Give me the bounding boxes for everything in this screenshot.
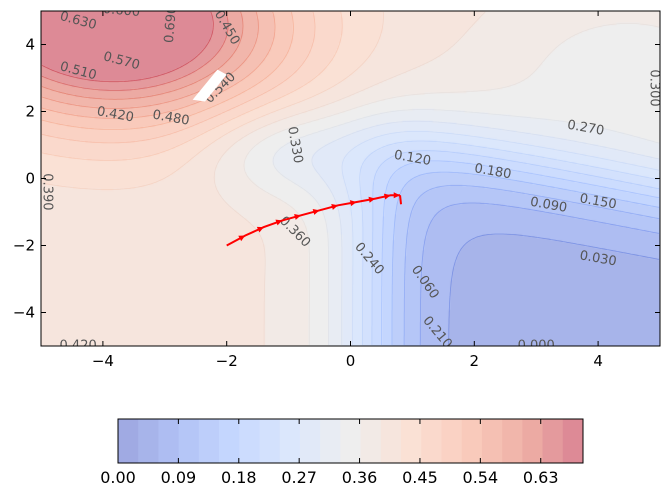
colorbar-level <box>320 419 341 463</box>
colorbar-level <box>178 419 200 463</box>
label-gap <box>192 69 227 102</box>
y-tick-label: −4 <box>13 304 35 322</box>
colorbar-tick-label: 0.27 <box>281 468 317 487</box>
colorbar-level <box>380 419 402 463</box>
contour-line <box>41 11 316 144</box>
y-axis: 4 2 0 −2 −4 <box>13 36 660 322</box>
contour-label: 0.270 <box>566 118 605 139</box>
colorbar-level <box>239 419 261 463</box>
contour-lines <box>41 11 660 346</box>
contour-label: 0.330 <box>284 125 305 164</box>
contour-label: 0.420 <box>96 104 135 125</box>
colorbar-level <box>299 419 321 463</box>
contour-line <box>41 11 343 161</box>
colorbar-level <box>198 419 220 463</box>
colorbar-level <box>562 419 584 463</box>
colorbar-tick-label: 0.36 <box>342 468 378 487</box>
contour-line <box>41 11 214 83</box>
contour-line <box>41 11 244 100</box>
contour-line <box>243 23 660 345</box>
colorbar-tick-label: 0.54 <box>463 468 499 487</box>
contour-line <box>359 140 660 345</box>
colorbar-tick-label: 0.18 <box>221 468 257 487</box>
colorbar-tick-label: 0.63 <box>523 468 559 487</box>
contour-label: 0.390 <box>40 173 55 210</box>
contour-label: 0.120 <box>393 148 432 169</box>
colorbar-level <box>340 419 362 463</box>
colorbar-level <box>542 419 564 463</box>
colorbar: 0.00 0.09 0.18 0.27 0.36 0.45 0.54 0.63 <box>100 418 584 487</box>
colorbar-level <box>259 419 281 463</box>
colorbar-tick-label: 0.09 <box>161 468 197 487</box>
colorbar-level <box>421 419 442 463</box>
x-tick-label: 2 <box>470 352 480 370</box>
y-tick-label: 2 <box>25 103 35 121</box>
x-tick-label: 4 <box>593 352 603 370</box>
y-tick-label: −2 <box>13 237 35 255</box>
trajectory-end <box>399 195 403 205</box>
colorbar-level <box>481 419 503 463</box>
contour-label: 0.090 <box>529 195 568 216</box>
colorbar-frame <box>117 418 584 464</box>
trajectory-arrow <box>294 214 301 220</box>
contour-label: 0.600 <box>102 2 140 20</box>
contour-line <box>272 109 660 345</box>
trajectory-arrow <box>312 209 320 215</box>
colorbar-level <box>360 419 382 463</box>
contour-label: 0.030 <box>578 248 617 269</box>
trajectory-arrow <box>331 204 339 210</box>
colorbar-level <box>461 419 483 463</box>
colorbar-level <box>441 419 463 463</box>
contour-line <box>41 11 229 91</box>
contour-line <box>391 171 660 345</box>
contour-label: 0.180 <box>473 161 512 182</box>
colorbar-level <box>219 419 240 463</box>
contour-label: 0.420 <box>60 339 97 354</box>
contour-line <box>403 185 660 345</box>
contour-line <box>41 11 384 190</box>
contour-label: 0.480 <box>151 108 190 129</box>
colorbar-level <box>401 419 422 463</box>
contour-line <box>419 202 660 345</box>
contour-line <box>448 233 659 346</box>
x-axis: −4 −2 0 2 4 <box>92 11 603 370</box>
x-tick-label: 0 <box>346 352 356 370</box>
colorbar-level <box>158 419 180 463</box>
x-tick-label: −2 <box>216 352 238 370</box>
trajectory-arrow <box>238 235 246 242</box>
colorbar-level <box>138 419 159 463</box>
trajectory-arrow <box>368 196 376 203</box>
contour-line <box>41 11 294 130</box>
trajectory-line <box>226 194 400 247</box>
contour-line <box>371 150 660 345</box>
colorbar-tick-label: 0.00 <box>100 468 136 487</box>
trajectory-arrow <box>349 200 357 207</box>
trajectory <box>226 192 403 247</box>
contour-line <box>341 131 660 345</box>
contour-line <box>213 11 486 345</box>
y-tick-label: 4 <box>25 36 35 54</box>
contour-label: 0.300 <box>646 69 661 106</box>
contour-label: 0.150 <box>578 191 617 212</box>
colorbar-level <box>502 419 523 463</box>
colorbar-level <box>118 419 139 463</box>
colorbar-level <box>522 419 544 463</box>
contour-label: 0.000 <box>518 339 555 354</box>
trajectory-arrow <box>393 192 401 199</box>
trajectory-arrow <box>256 226 264 233</box>
y-tick-label: 0 <box>25 170 35 188</box>
contour-line <box>381 160 660 345</box>
colorbar-level <box>279 419 301 463</box>
trajectory-arrow <box>275 219 283 226</box>
trajectory-arrow <box>383 193 391 200</box>
x-tick-label: −4 <box>92 352 114 370</box>
contour-label: 0.690 <box>162 5 180 43</box>
colorbar-tick-label: 0.45 <box>402 468 438 487</box>
contour-line <box>311 120 660 345</box>
